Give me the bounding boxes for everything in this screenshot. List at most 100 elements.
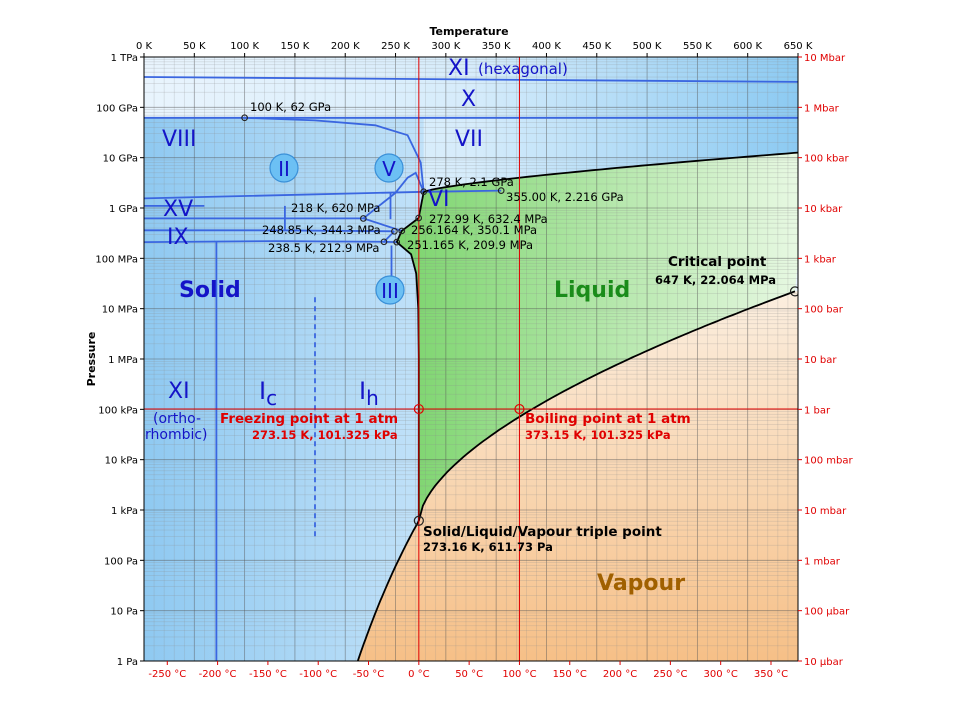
y-right-tick-label: 10 mbar [804, 506, 847, 517]
region-label-solid: Solid [179, 278, 241, 303]
x-top-tick-label: 200 K [331, 41, 360, 52]
y-left-tick-label: 100 Pa [104, 556, 138, 567]
point-label-238k: 238.5 K, 212.9 MPa [268, 241, 379, 255]
y-left-tick-label: 10 GPa [103, 154, 138, 165]
point-marker-5 [391, 227, 398, 235]
phase-label-viii: VIII [162, 127, 197, 152]
phase-label-x: X [461, 87, 476, 112]
x-bottom-tick-label: 100 °C [502, 669, 536, 680]
y-left-tick-label: 10 kPa [105, 456, 138, 467]
plot-area [144, 57, 798, 661]
point-marker-2 [497, 187, 505, 194]
x-bottom-tick-label: 150 °C [553, 669, 587, 680]
y-left-tick-label: 1 Pa [117, 657, 138, 668]
x-top-tick-label: 150 K [281, 41, 310, 52]
point-label-256k: 256.164 K, 350.1 MPa [411, 223, 537, 237]
x-top-tick-label: 300 K [431, 41, 460, 52]
x-bottom-tick-label: 0 °C [408, 669, 430, 680]
freezing-point-label: 273.15 K, 101.325 kPa [252, 428, 398, 442]
x-top-tick-label: 500 K [633, 41, 662, 52]
x-top-tick-label: 400 K [532, 41, 561, 52]
point-label-248k: 248.85 K, 344.3 MPa [262, 223, 381, 237]
x-top-tick-label: 0 K [136, 41, 153, 52]
svg-text:III: III [381, 279, 399, 303]
critical-point-marker [789, 286, 798, 297]
y-right-tick-label: 100 bar [804, 305, 844, 316]
phase-label-ix: IX [167, 225, 189, 250]
phase-label-vii: VII [455, 127, 483, 152]
triple-point-label: 273.16 K, 611.73 Pa [423, 540, 553, 554]
x-bottom-tick-label: 200 °C [603, 669, 637, 680]
point-marker-0 [241, 114, 248, 122]
x-top-tick-label: 50 K [183, 41, 206, 52]
y-left-tick-label: 10 Pa [110, 607, 138, 618]
boiling-point-title: Boiling point at 1 atm [525, 411, 691, 427]
axes: 0 K 50 K 100 K 150 K 200 K 250 K 300 K 350 K 400… [95, 41, 853, 680]
x-top-tick-label: 550 K [683, 41, 712, 52]
curve-melting-iii-v [395, 217, 420, 243]
boiling-point-marker [514, 403, 525, 415]
x-bottom-tick-label: 300 °C [704, 669, 738, 680]
x-top-tick-label: 600 K [733, 41, 762, 52]
x-top-tick-label: 650 K [784, 41, 813, 52]
phase-note-ortho-line2: rhombic) [145, 427, 208, 443]
grid [144, 57, 798, 661]
y-right-tick-label: 100 µbar [804, 607, 850, 618]
point-label-272k: 272.99 K, 632.4 MPa [429, 212, 548, 226]
phase-bubble-iii: III [375, 275, 405, 305]
boiling-point-label: 373.15 K, 101.325 kPa [525, 428, 671, 442]
x-bottom-tick-label: 250 °C [653, 669, 687, 680]
point-marker-4 [415, 214, 423, 222]
x-top-tick-label: 350 K [482, 41, 511, 52]
y-left-tick-label: 1 GPa [109, 204, 138, 215]
svg-text:V: V [382, 157, 396, 181]
phase-label-xv: XV [163, 197, 193, 222]
y-right-tick-label: 1 mbar [804, 556, 841, 567]
point-markers [241, 114, 798, 526]
boundary-xi-x [144, 76, 798, 83]
triple-point-marker [413, 515, 424, 526]
y-axis-title: Pressure [85, 332, 98, 387]
boundary-ih-ix [144, 240, 397, 243]
point-label-278k: 278 K, 2.1 GPa [429, 175, 514, 189]
phase-label-ih: Ih [359, 377, 379, 410]
triple-point-title: Solid/Liquid/Vapour triple point [423, 524, 662, 540]
high-pressure-region [144, 57, 798, 192]
point-marker-8 [393, 238, 401, 246]
y-right-tick-label: 100 mbar [804, 456, 853, 467]
x-bottom-tick-label: -50 °C [353, 669, 385, 680]
point-label-355k: 355.00 K, 2.216 GPa [506, 190, 624, 204]
x-bottom-tick-label: -250 °C [148, 669, 186, 680]
x-bottom-tick-label: 50 °C [455, 669, 483, 680]
y-left-tick-label: 10 MPa [102, 305, 138, 316]
point-marker-1 [420, 188, 428, 196]
point-marker-3 [359, 215, 367, 222]
y-right-tick-label: 10 µbar [804, 657, 844, 668]
critical-point-title: Critical point [668, 254, 767, 270]
y-right-tick-label: 100 kbar [804, 154, 850, 165]
point-label-100k-62gpa: 100 K, 62 GPa [250, 100, 331, 114]
curve-melting-vi [417, 191, 425, 219]
y-right-tick-label: 1 kbar [804, 254, 837, 265]
y-left-tick-label: 100 kPa [98, 405, 138, 416]
svg-text:II: II [278, 157, 290, 181]
boundary-viii-vii [244, 116, 425, 192]
freezing-point-title: Freezing point at 1 atm [220, 411, 398, 427]
curve-vaporization [417, 290, 796, 522]
point-label-251k: 251.165 K, 209.9 MPa [407, 238, 533, 252]
y-right-tick-label: 10 Mbar [804, 53, 846, 64]
point-marker-6 [398, 227, 406, 235]
phase-bubble-ii: II [269, 153, 299, 183]
x-bottom-tick-label: -100 °C [299, 669, 337, 680]
critical-point-label: 647 K, 22.064 MPa [655, 273, 776, 287]
region-label-vapour: Vapour [597, 571, 685, 596]
y-right-tick-label: 1 Mbar [804, 103, 840, 114]
boundary-ix-ii [144, 229, 395, 233]
y-left-tick-label: 1 TPa [111, 53, 138, 64]
reference-lines [144, 57, 798, 661]
x-top-tick-label: 250 K [381, 41, 410, 52]
y-right-tick-label: 1 bar [804, 405, 831, 416]
x-bottom-tick-label: 350 °C [754, 669, 788, 680]
y-left-tick-label: 1 MPa [108, 355, 138, 366]
